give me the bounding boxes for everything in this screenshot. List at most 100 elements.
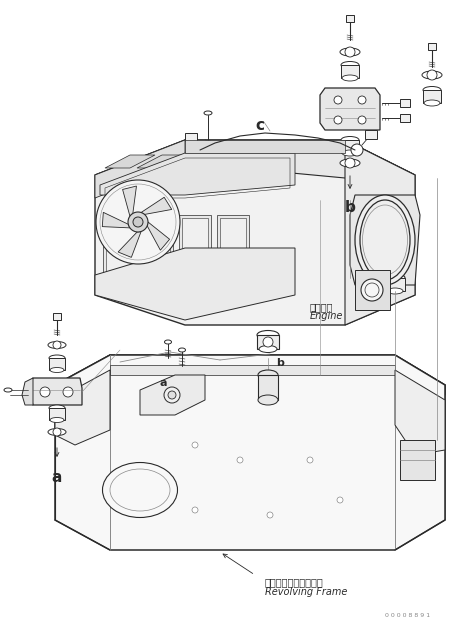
Bar <box>423 90 441 103</box>
Circle shape <box>358 96 366 104</box>
Ellipse shape <box>4 388 12 392</box>
Bar <box>49 358 65 370</box>
Bar <box>179 215 211 275</box>
Circle shape <box>334 96 342 104</box>
Bar <box>185 133 197 141</box>
Polygon shape <box>110 365 395 375</box>
Polygon shape <box>395 370 445 455</box>
Bar <box>258 375 278 400</box>
Ellipse shape <box>258 395 278 405</box>
Text: b: b <box>345 200 356 215</box>
Ellipse shape <box>341 137 359 144</box>
Circle shape <box>351 144 363 156</box>
Polygon shape <box>201 155 251 168</box>
Bar <box>49 408 65 420</box>
Ellipse shape <box>342 75 358 81</box>
Polygon shape <box>320 88 380 130</box>
Ellipse shape <box>341 62 359 69</box>
Polygon shape <box>345 140 415 325</box>
Ellipse shape <box>387 288 403 294</box>
Polygon shape <box>55 355 110 395</box>
Polygon shape <box>118 232 141 257</box>
Circle shape <box>337 497 343 503</box>
Ellipse shape <box>257 331 279 339</box>
Bar <box>103 215 135 275</box>
Text: a: a <box>159 378 167 388</box>
Bar <box>217 215 249 275</box>
Circle shape <box>345 158 355 168</box>
Circle shape <box>358 116 366 124</box>
Text: a: a <box>52 470 62 485</box>
Ellipse shape <box>164 340 172 344</box>
Circle shape <box>194 146 206 158</box>
Bar <box>428 43 436 50</box>
Ellipse shape <box>342 150 358 156</box>
Bar <box>182 218 208 272</box>
Ellipse shape <box>258 370 278 380</box>
Ellipse shape <box>423 87 441 94</box>
Ellipse shape <box>48 429 66 436</box>
Ellipse shape <box>340 159 360 167</box>
Circle shape <box>53 428 61 436</box>
Polygon shape <box>395 355 445 520</box>
Bar <box>365 130 377 139</box>
Circle shape <box>263 337 273 347</box>
Text: b: b <box>276 358 284 368</box>
Text: c: c <box>255 118 264 133</box>
Ellipse shape <box>259 346 277 353</box>
Ellipse shape <box>355 195 415 285</box>
Circle shape <box>192 442 198 448</box>
Ellipse shape <box>49 405 65 411</box>
Ellipse shape <box>385 273 405 283</box>
Bar <box>346 15 354 22</box>
Polygon shape <box>95 140 415 178</box>
Circle shape <box>237 457 243 463</box>
Circle shape <box>133 217 143 227</box>
Polygon shape <box>95 140 415 325</box>
Polygon shape <box>55 370 110 445</box>
Polygon shape <box>141 197 172 215</box>
Polygon shape <box>169 155 219 168</box>
Polygon shape <box>55 355 445 395</box>
Ellipse shape <box>204 111 212 115</box>
Ellipse shape <box>340 48 360 56</box>
Text: Engine: Engine <box>310 311 343 321</box>
Polygon shape <box>95 140 185 198</box>
Circle shape <box>164 387 180 403</box>
Polygon shape <box>22 378 33 405</box>
Ellipse shape <box>179 348 185 352</box>
Circle shape <box>96 180 180 264</box>
Ellipse shape <box>361 279 383 301</box>
Bar <box>385 278 405 291</box>
Circle shape <box>168 391 176 399</box>
Bar <box>141 215 173 275</box>
Polygon shape <box>102 212 130 228</box>
Circle shape <box>427 70 437 80</box>
Circle shape <box>128 212 148 232</box>
Polygon shape <box>30 378 82 405</box>
Ellipse shape <box>422 71 442 79</box>
Bar <box>400 114 410 122</box>
Ellipse shape <box>50 368 64 373</box>
Circle shape <box>40 387 50 397</box>
Bar <box>341 65 359 78</box>
Bar <box>341 140 359 153</box>
Ellipse shape <box>48 341 66 348</box>
Text: エンジン: エンジン <box>310 302 334 312</box>
Ellipse shape <box>49 355 65 361</box>
Bar <box>53 313 61 320</box>
Polygon shape <box>55 355 445 550</box>
Ellipse shape <box>102 462 177 517</box>
Polygon shape <box>355 270 390 310</box>
Circle shape <box>334 116 342 124</box>
Circle shape <box>53 341 61 349</box>
Circle shape <box>192 507 198 513</box>
Circle shape <box>267 512 273 518</box>
Circle shape <box>63 387 73 397</box>
Bar <box>144 218 170 272</box>
Ellipse shape <box>50 417 64 422</box>
Text: 0 0 0 0 8 8 9 1: 0 0 0 0 8 8 9 1 <box>385 613 430 618</box>
Bar <box>257 335 279 349</box>
Circle shape <box>345 47 355 57</box>
Polygon shape <box>185 140 345 153</box>
